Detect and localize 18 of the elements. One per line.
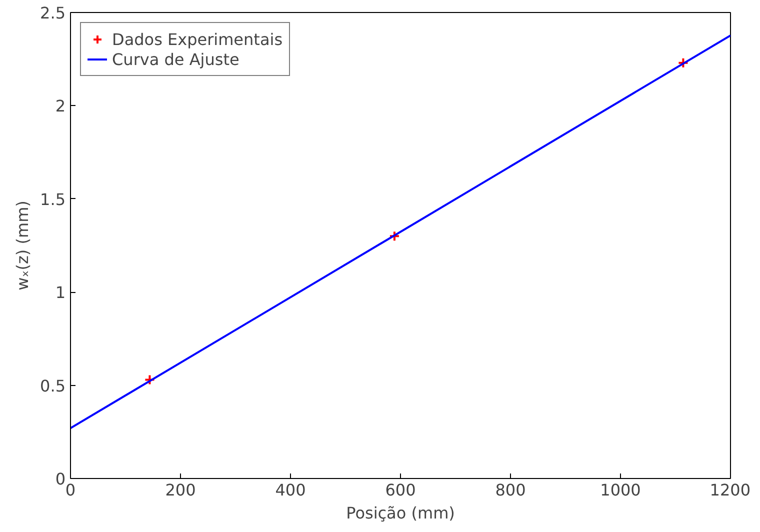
y-tick-label: 1 (55, 283, 66, 302)
y-tick-label: 0.5 (40, 376, 66, 396)
x-tick-label: 1200 (710, 480, 750, 500)
point (678, 57, 689, 68)
y-tick-label: 2 (55, 96, 66, 116)
legend-label: Dados Experimentais (112, 30, 283, 48)
point (388, 230, 400, 242)
point (144, 374, 156, 386)
y-tick-label: 2.5 (40, 4, 66, 22)
x-tick-label: 600 (385, 480, 416, 500)
y-tick-label: 1.5 (40, 190, 66, 209)
y-axis-title: wₓ(z) (mm) (13, 200, 32, 290)
x-tick-label: 1000 (600, 480, 641, 500)
x-axis-title: Posição (mm) (346, 504, 455, 522)
legend-label: Curva de Ajuste (112, 50, 240, 68)
x-tick-label: 200 (165, 480, 196, 500)
x-tick-label: 400 (275, 480, 306, 500)
x-tick-label: 800 (495, 480, 526, 500)
